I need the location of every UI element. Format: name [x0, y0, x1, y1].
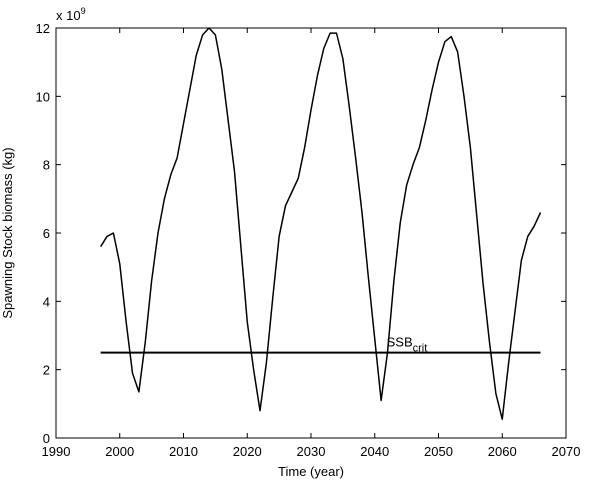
- x-tick-label: 2070: [552, 444, 581, 459]
- x-tick-label: 2000: [105, 444, 134, 459]
- ssb-series-line: [99, 27, 542, 420]
- y-axis-label: Spawning Stock biomass (kg): [0, 147, 15, 318]
- y-tick-label: 4: [43, 294, 50, 309]
- x-tick-label: 2030: [297, 444, 326, 459]
- series-group: [99, 27, 542, 420]
- plot-area: [56, 28, 566, 438]
- y-multiplier-base: x 10: [56, 8, 81, 23]
- y-tick-label: 0: [43, 431, 50, 446]
- y-tick-label: 8: [43, 158, 50, 173]
- y-multiplier-label: x 109: [56, 6, 86, 23]
- y-multiplier-exponent: 9: [81, 6, 86, 16]
- x-tick-label: 2050: [424, 444, 453, 459]
- x-tick-label: 2040: [360, 444, 389, 459]
- x-tick-label: 2010: [169, 444, 198, 459]
- plot-frame: [55, 27, 567, 439]
- y-tick-label: 12: [36, 21, 50, 36]
- x-tick-labels: 1990 2000 2010 2020 2030 2040 2050 2060 2070: [42, 444, 581, 459]
- y-tick-label: 10: [36, 89, 50, 104]
- x-tick-label: 2060: [488, 444, 517, 459]
- y-tick-label: 6: [43, 226, 50, 241]
- y-tick-labels: 0 2 4 6 8 10 12: [36, 21, 50, 446]
- ssb-crit-annotation: SSBcrit: [387, 335, 428, 355]
- x-axis-label: Time (year): [278, 464, 344, 479]
- x-tick-label: 2020: [233, 444, 262, 459]
- ssb-crit-annotation-subscript: crit: [413, 343, 428, 355]
- x-tick-label: 1990: [42, 444, 71, 459]
- ssb-crit-annotation-text: SSB: [387, 335, 413, 350]
- y-tick-label: 2: [43, 363, 50, 378]
